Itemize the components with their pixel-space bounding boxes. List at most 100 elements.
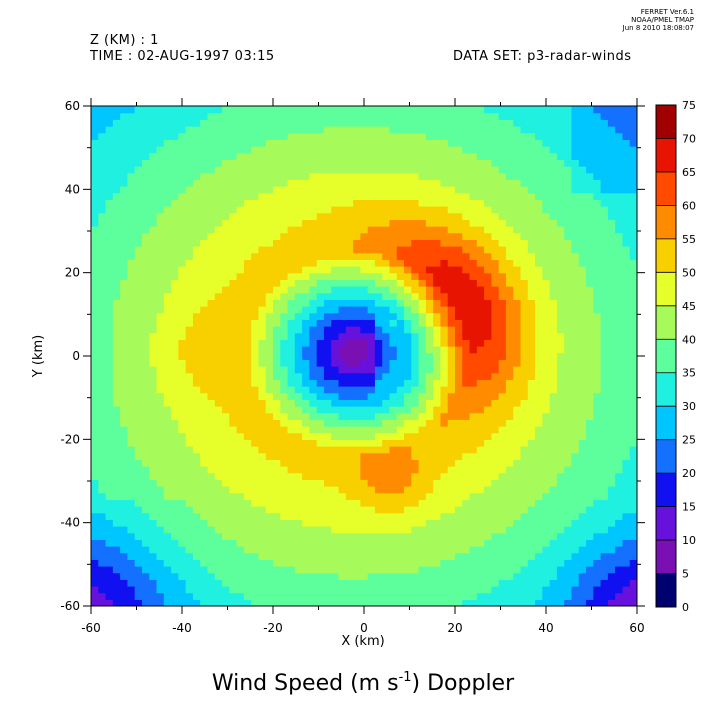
field-cell [542, 192, 551, 200]
field-cell [98, 479, 107, 487]
field-cell [338, 319, 347, 327]
field-cell [469, 192, 478, 200]
field-cell [513, 419, 522, 427]
field-cell [222, 166, 230, 174]
field-cell [498, 446, 507, 454]
field-cell [418, 259, 427, 267]
field-cell [549, 586, 558, 594]
field-cell [280, 499, 289, 507]
field-cell [593, 166, 602, 174]
field-cell [360, 319, 369, 327]
field-cell [607, 532, 616, 540]
field-cell [345, 279, 354, 287]
field-cell [163, 192, 172, 200]
field-cell [447, 572, 456, 580]
field-cell [91, 252, 99, 260]
field-cell [200, 252, 209, 260]
field-cell [120, 206, 128, 214]
field-cell [586, 566, 594, 574]
field-cell [447, 546, 456, 554]
field-cell [141, 499, 150, 507]
field-cell [535, 519, 543, 527]
field-cell [91, 312, 99, 320]
field-cell [600, 292, 609, 300]
field-cell [615, 552, 624, 560]
field-cell [98, 359, 107, 367]
field-cell [513, 386, 522, 394]
field-cell [447, 506, 456, 514]
field-cell [120, 592, 128, 600]
field-cell [200, 339, 209, 347]
field-cell [243, 452, 252, 460]
field-cell [309, 532, 318, 540]
field-cell [98, 179, 107, 187]
field-cell [229, 326, 238, 334]
field-cell [447, 439, 456, 447]
field-cell [535, 226, 543, 234]
field-cell [353, 539, 361, 547]
field-cell [425, 219, 434, 227]
field-cell [171, 392, 179, 400]
field-cell [615, 499, 624, 507]
field-cell [149, 466, 158, 474]
field-cell [251, 512, 260, 520]
field-cell [163, 552, 172, 560]
field-cell [396, 259, 405, 267]
field-cell [236, 272, 245, 280]
field-cell [360, 306, 369, 314]
field-cell [207, 306, 216, 314]
field-cell [556, 179, 565, 187]
field-cell [607, 519, 616, 527]
field-cell [535, 566, 543, 574]
field-cell [396, 419, 405, 427]
field-cell [207, 426, 216, 434]
field-cell [207, 432, 216, 440]
field-cell [280, 292, 289, 300]
field-cell [200, 552, 209, 560]
field-cell [280, 426, 289, 434]
field-cell [127, 406, 136, 414]
field-cell [389, 219, 398, 227]
field-cell [564, 166, 573, 174]
field-cell [91, 552, 99, 560]
field-cell [629, 226, 637, 234]
field-cell [527, 432, 536, 440]
field-cell [571, 586, 580, 594]
contour-field [91, 106, 637, 606]
field-cell [222, 312, 230, 320]
field-cell [345, 246, 354, 254]
field-cell [542, 272, 551, 280]
field-cell [367, 532, 376, 540]
field-cell [331, 539, 340, 547]
field-cell [527, 366, 536, 374]
field-cell [440, 392, 449, 400]
field-cell [564, 546, 573, 554]
field-cell [513, 379, 522, 387]
field-cell [331, 352, 340, 360]
field-cell [491, 299, 500, 307]
field-cell [127, 479, 136, 487]
field-cell [229, 292, 238, 300]
field-cell [462, 299, 471, 307]
field-cell [127, 372, 136, 380]
field-cell [629, 466, 637, 474]
field-cell [345, 452, 354, 460]
field-cell [243, 412, 252, 420]
field-cell [542, 386, 551, 394]
field-cell [440, 592, 449, 600]
field-cell [476, 246, 485, 254]
field-cell [222, 266, 230, 274]
field-cell [600, 592, 609, 600]
field-cell [513, 239, 522, 247]
field-cell [462, 279, 471, 287]
field-cell [433, 292, 442, 300]
field-cell [527, 326, 536, 334]
field-cell [265, 332, 274, 340]
field-cell [338, 299, 347, 307]
field-cell [243, 592, 252, 600]
field-cell [578, 386, 587, 394]
field-cell [280, 519, 289, 527]
field-cell [513, 199, 522, 207]
field-cell [484, 186, 492, 194]
field-cell [593, 292, 602, 300]
